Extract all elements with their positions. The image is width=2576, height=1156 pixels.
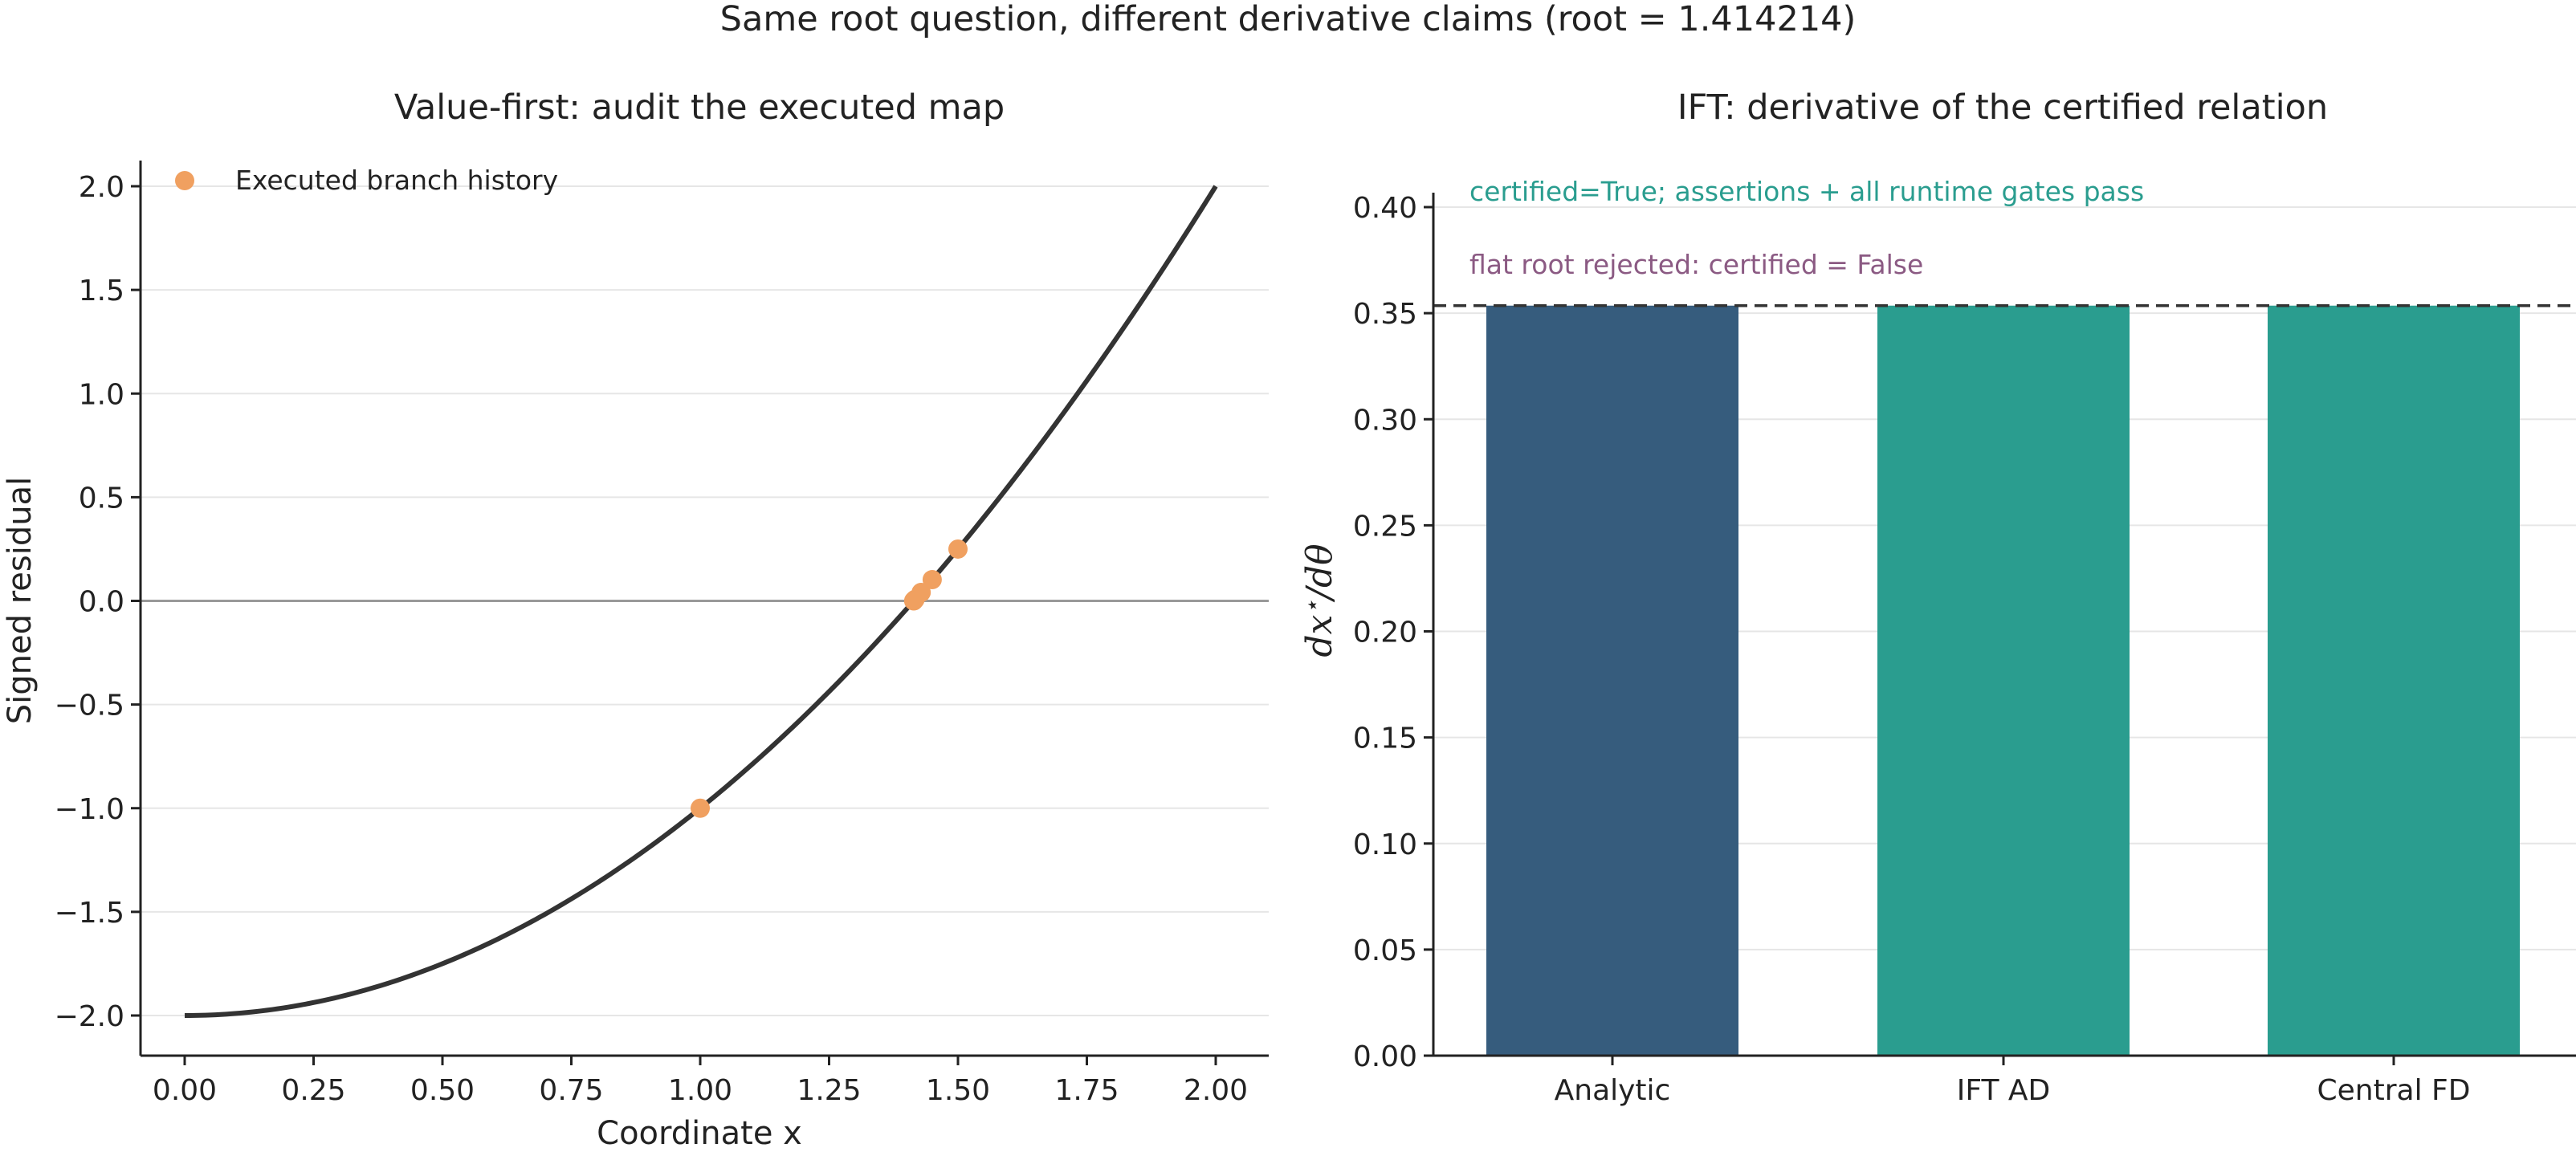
legend-label: Executed branch history	[235, 165, 558, 196]
right-y-tick-label: 0.30	[1353, 404, 1417, 437]
right-y-tick-label: 0.10	[1353, 828, 1417, 861]
right-y-tick-label: 0.40	[1353, 192, 1417, 225]
left-axes	[139, 161, 1269, 1057]
right-tick-group: 0.00 0.05 0.10 0.15 0.20 0.25 0.30 0.35 0.40 Anal…	[1353, 192, 2471, 1107]
legend-marker	[175, 171, 194, 190]
right-y-axis-label: dx⋆/dθ	[1298, 543, 1340, 657]
left-y-tick-label: −2.0	[55, 1000, 124, 1033]
left-x-tick-label: 0.25	[281, 1074, 345, 1107]
scatter-point	[922, 570, 942, 590]
bar-analytic	[1486, 305, 1738, 1056]
left-y-tick-label: 0.0	[79, 586, 124, 619]
legend: Executed branch history	[175, 165, 558, 196]
left-y-tick-label: −1.5	[55, 897, 124, 930]
left-y-tick-label: 2.0	[79, 171, 124, 204]
left-tick-group: 0.00 0.25 0.50 0.75 1.00 1.25 1.50 1.75 2.00 2.0 1…	[55, 171, 1249, 1107]
bar-ift-ad	[1877, 305, 2130, 1056]
left-y-axis-label: Signed residual	[2, 477, 39, 724]
right-y-tick-label: 0.35	[1353, 298, 1417, 331]
right-x-tick-label: Central FD	[2317, 1074, 2471, 1107]
left-y-tick-label: −1.0	[55, 793, 124, 826]
left-x-tick-label: 1.25	[797, 1074, 861, 1107]
right-y-tick-label: 0.05	[1353, 934, 1417, 967]
right-bar-group	[1486, 305, 2520, 1056]
left-x-tick-label: 0.00	[153, 1074, 217, 1107]
left-y-tick-label: 1.5	[79, 275, 124, 307]
left-x-tick-label: 0.50	[410, 1074, 475, 1107]
scatter-point	[948, 539, 968, 559]
right-y-tick-label: 0.20	[1353, 617, 1417, 649]
left-scatter-group	[691, 539, 968, 818]
right-y-tick-label: 0.15	[1353, 722, 1417, 755]
figure-title: Same root question, different derivative…	[720, 0, 1857, 39]
left-x-tick-label: 0.75	[539, 1074, 603, 1107]
left-x-tick-label: 1.50	[926, 1074, 990, 1107]
left-y-tick-label: 0.5	[79, 482, 124, 515]
left-x-tick-label: 2.00	[1184, 1074, 1248, 1107]
annotation-flat-root: flat root rejected: certified = False	[1469, 249, 1923, 280]
scatter-point	[691, 798, 710, 818]
left-chart: Value-first: audit the executed map 0.00…	[2, 88, 1269, 1152]
scatter-point	[903, 591, 923, 611]
ylabel-sup: ⋆	[1298, 600, 1327, 615]
left-x-tick-label: 1.00	[668, 1074, 732, 1107]
ylabel-tail: /dθ	[1299, 543, 1340, 602]
annotation-certified: certified=True; assertions + all runtime…	[1469, 176, 2144, 207]
left-x-axis-label: Coordinate x	[597, 1115, 802, 1152]
right-x-tick-label: IFT AD	[1957, 1074, 2050, 1107]
left-x-tick-label: 1.75	[1054, 1074, 1119, 1107]
right-chart-title: IFT: derivative of the certified relatio…	[1677, 88, 2328, 128]
left-y-tick-label: −0.5	[55, 690, 124, 722]
ylabel-base: dx	[1299, 614, 1340, 657]
bar-central-fd	[2268, 305, 2520, 1056]
right-y-tick-label: 0.25	[1353, 510, 1417, 543]
left-chart-title: Value-first: audit the executed map	[394, 88, 1005, 128]
left-y-tick-label: 1.0	[79, 378, 124, 411]
right-y-tick-label: 0.00	[1353, 1040, 1417, 1073]
right-chart: IFT: derivative of the certified relatio…	[1298, 88, 2576, 1107]
right-x-tick-label: Analytic	[1555, 1074, 1671, 1107]
